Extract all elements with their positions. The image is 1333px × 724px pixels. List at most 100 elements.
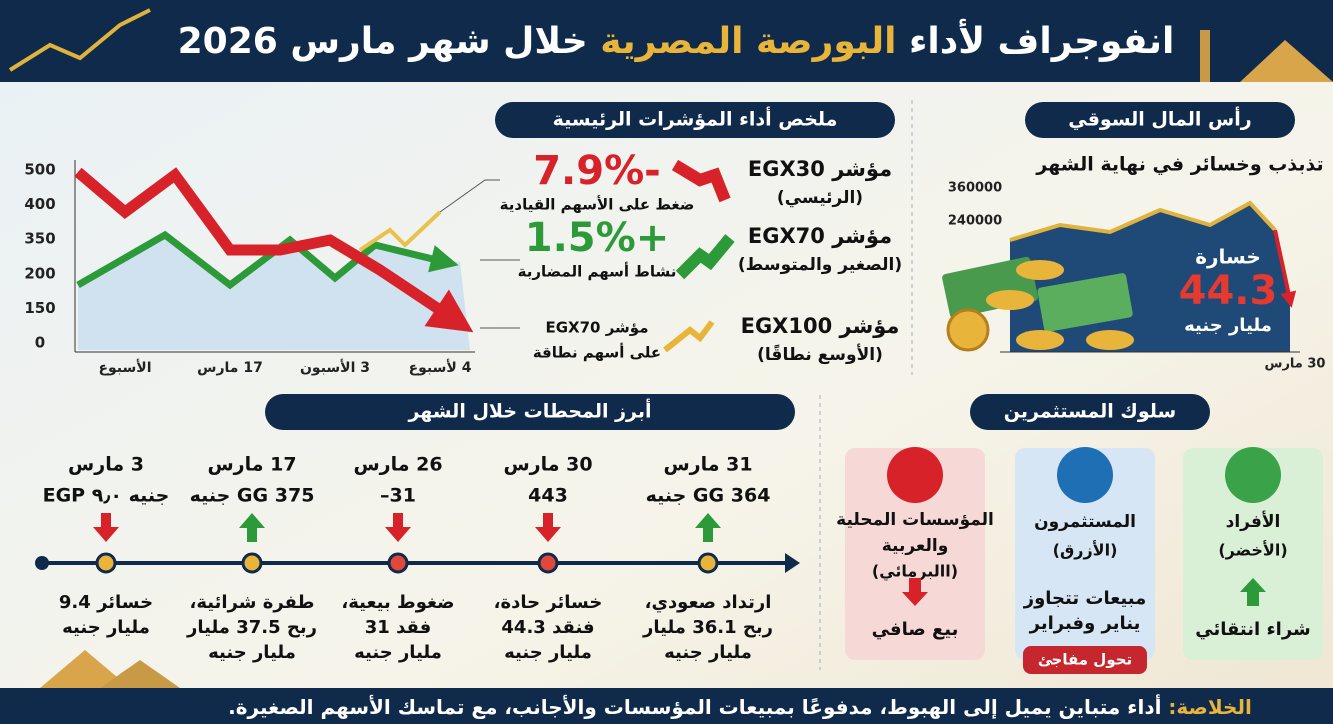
index-note: نشاط أسهم المضاربة bbox=[518, 262, 677, 281]
event-description: فقد 31 bbox=[365, 617, 431, 638]
conclusion-part: أداء متباين يميل إلى الهبوط، مدفوعًا بمب… bbox=[228, 693, 1161, 719]
event-date: 3 مارس bbox=[68, 454, 144, 476]
investor-card bbox=[1015, 448, 1155, 660]
index-change: +1.5% bbox=[525, 215, 669, 261]
pyramid-decoration bbox=[1240, 40, 1333, 82]
subtitle: تذبذب وخسائر في نهاية الشهر bbox=[1035, 154, 1323, 176]
direction-arrow bbox=[93, 513, 119, 542]
conclusion-part: الخلاصة: bbox=[1168, 695, 1251, 719]
y-label: 240000 bbox=[948, 214, 1002, 229]
loss-label: خسارة bbox=[1195, 245, 1261, 269]
direction-arrow bbox=[239, 513, 265, 542]
event-description: مليار جنيه bbox=[208, 642, 296, 663]
event-description: ضغوط بيعية، bbox=[341, 592, 454, 613]
index-name: مؤشر EGX30 bbox=[748, 157, 892, 181]
connector bbox=[439, 179, 500, 213]
event-dot bbox=[697, 552, 719, 574]
index-subtitle: (الأوسع نطاقًا) bbox=[757, 343, 883, 365]
money-illustration bbox=[942, 256, 1134, 352]
event-date: 30 مارس bbox=[503, 454, 592, 476]
event-dot bbox=[95, 552, 117, 574]
section-pill bbox=[495, 102, 895, 138]
x-label: 3 الأسبون bbox=[300, 359, 370, 376]
section-title: سلوك المستثمرين bbox=[1004, 401, 1176, 423]
index-note: ضغط على الأسهم القيادية bbox=[500, 196, 695, 214]
event-description: ربح 36.1 مليار bbox=[642, 617, 773, 638]
investor-action: يناير وفبراير bbox=[1029, 613, 1141, 634]
title-part: انفوجراف لأداء bbox=[896, 18, 1174, 62]
event-date: 17 مارس bbox=[207, 454, 296, 476]
x-label: 17 مارس bbox=[197, 360, 263, 376]
trend-line bbox=[1273, 229, 1297, 308]
index-name: مؤشر EGX70 bbox=[748, 224, 892, 248]
trend-arrow bbox=[671, 159, 731, 203]
investor-color-label: (الأخضر) bbox=[1218, 541, 1287, 560]
investor-icon bbox=[1225, 447, 1281, 503]
conclusion: الخلاصة: أداء متباين يميل إلى الهبوط، مد… bbox=[228, 693, 1252, 719]
investor-color-label: (الأزرق) bbox=[1053, 541, 1118, 560]
x-label: الأسبوع bbox=[98, 359, 151, 376]
event-description: مليار جنيه bbox=[504, 642, 592, 663]
event-date: 26 مارس bbox=[353, 454, 442, 476]
direction-arrow bbox=[535, 513, 561, 542]
investor-card bbox=[1183, 448, 1323, 660]
investor-name: المؤسسات المحلية bbox=[836, 510, 994, 530]
index-chart bbox=[74, 160, 520, 353]
event-value: 443 bbox=[528, 485, 568, 507]
investor-color-label: (االبرمائي) bbox=[872, 562, 958, 582]
title-part: البورصة المصرية bbox=[600, 21, 896, 62]
event-date: 31 مارس bbox=[663, 454, 752, 476]
trend-line bbox=[76, 230, 459, 290]
investor-name: الأفراد bbox=[1226, 511, 1281, 532]
event-value: 364 GG جنيه bbox=[646, 485, 771, 507]
section-title: أبرز المحطات خلال الشهر bbox=[407, 399, 651, 423]
timeline-start bbox=[35, 556, 49, 570]
trend-line bbox=[1009, 200, 1277, 242]
index-name: مؤشر EGX100 bbox=[741, 314, 900, 338]
direction-arrow bbox=[1240, 578, 1266, 606]
event-description: خسائر حادة، bbox=[494, 592, 603, 613]
event-description: خسائر 9.4 bbox=[59, 592, 153, 613]
investor-action: شراء انتقائي bbox=[1195, 619, 1311, 640]
investor-action: مبيعات تتجاوز bbox=[1023, 588, 1147, 609]
index-change: -7.9% bbox=[533, 148, 661, 194]
index-subtitle: (الرئيسي) bbox=[777, 188, 863, 208]
trend-line bbox=[358, 210, 442, 252]
section-pill bbox=[265, 394, 795, 430]
y-label: 400 bbox=[24, 195, 55, 213]
trend-arrow bbox=[663, 320, 715, 353]
investor-action: بيع صافي bbox=[872, 619, 959, 640]
y-label: 150 bbox=[24, 299, 55, 317]
y-label: 0 bbox=[35, 334, 45, 352]
event-description: مليار جنيه bbox=[62, 617, 150, 638]
timeline-arrow bbox=[785, 553, 800, 573]
index-note: على أسهم نطاقة bbox=[533, 343, 661, 362]
x-label: 30 مارس bbox=[1265, 357, 1326, 372]
section-pill bbox=[970, 394, 1210, 430]
section-pill bbox=[1025, 102, 1295, 138]
direction-arrow bbox=[695, 513, 721, 542]
event-dot bbox=[241, 552, 263, 574]
investor-name: والعربية bbox=[882, 536, 949, 556]
y-label: 350 bbox=[24, 230, 55, 248]
footer-band bbox=[0, 688, 1333, 724]
investor-name: المستثمرون bbox=[1034, 512, 1136, 532]
market-cap-chart bbox=[942, 200, 1300, 353]
event-description: مليار جنيه bbox=[354, 642, 442, 663]
loss-value: 44.3 bbox=[1179, 268, 1278, 314]
index-note: مؤشر EGX70 bbox=[546, 319, 649, 337]
event-description: طفرة شرائية، bbox=[190, 592, 315, 613]
event-dot bbox=[387, 552, 409, 574]
badge bbox=[1023, 646, 1147, 674]
trend-arrow bbox=[675, 234, 735, 280]
event-description: ربح 37.5 مليار bbox=[186, 617, 317, 638]
direction-arrow bbox=[902, 578, 928, 606]
event-description: مليار جنيه bbox=[664, 642, 752, 663]
minaret-decoration bbox=[1200, 30, 1210, 82]
header-band bbox=[0, 0, 1333, 82]
event-value: 375 GG جنيه bbox=[190, 485, 315, 507]
y-label: 200 bbox=[24, 264, 55, 282]
investor-icon bbox=[1057, 447, 1113, 503]
